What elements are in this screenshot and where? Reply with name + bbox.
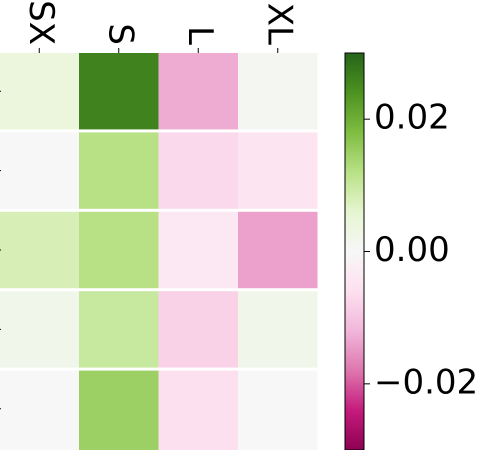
heatmap-cells	[0, 53, 318, 450]
heatmap-cell	[79, 291, 159, 368]
colorbar-ticks: 0.02 0.00 −0.02	[364, 98, 478, 402]
x-tick-label: L	[180, 26, 220, 45]
heatmap-cell	[238, 53, 318, 130]
heatmap-cell	[0, 211, 79, 289]
heatmap-cell	[158, 211, 238, 289]
colorbar-tick-label: 0.00	[374, 230, 450, 270]
x-tick-label: XL	[259, 3, 299, 45]
heatmap-cell	[238, 370, 318, 450]
heatmap-cell	[0, 53, 79, 130]
x-tick-label: SX	[21, 0, 61, 45]
heatmap-cell	[238, 211, 318, 289]
heatmap-cell	[79, 211, 159, 289]
colorbar-gradient	[344, 52, 365, 450]
heatmap-cell	[158, 291, 238, 368]
x-tick-label: S	[100, 23, 140, 45]
heatmap-cell	[0, 370, 79, 450]
heatmap-cell	[158, 53, 238, 130]
heatmap-cell	[79, 132, 159, 209]
colorbar: 0.02 0.00 −0.02	[344, 52, 478, 450]
heatmap-cell	[0, 132, 79, 209]
heatmap-cell	[79, 53, 159, 130]
heatmap-cell	[79, 370, 159, 450]
heatmap-cell	[158, 370, 238, 450]
heatmap-cell	[0, 291, 79, 368]
y-axis-ticks	[0, 90, 1, 410]
colorbar-tick-label: 0.02	[374, 98, 450, 138]
heatmap-cell	[238, 291, 318, 368]
x-axis-ticks: SX S L XL	[21, 0, 299, 53]
heatmap-cell	[238, 132, 318, 209]
colorbar-tick-label: −0.02	[374, 362, 478, 402]
heatmap-cell	[158, 132, 238, 209]
